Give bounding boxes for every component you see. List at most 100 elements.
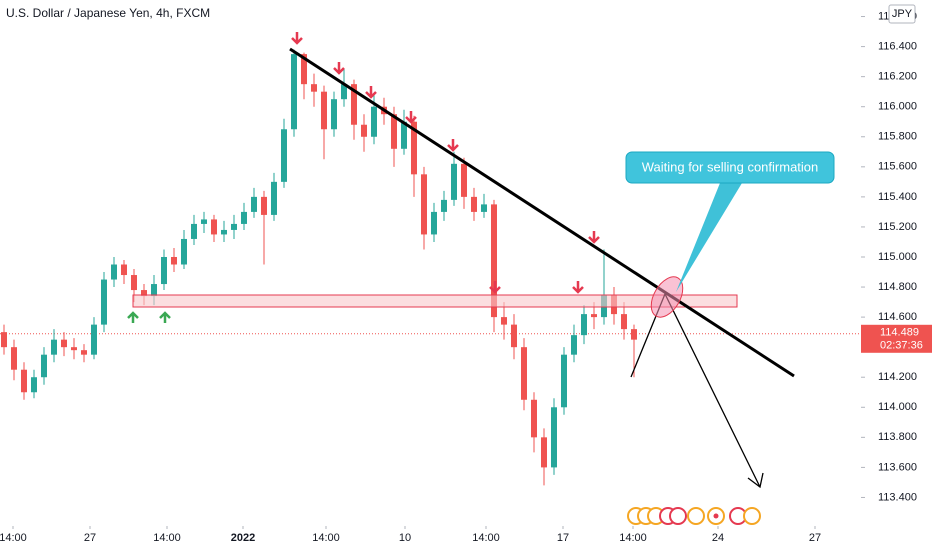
y-tick-label: 113.400 — [878, 491, 917, 503]
x-tick-label: 27 — [809, 532, 821, 544]
callout-pointer — [676, 183, 742, 292]
candle-body — [261, 196, 267, 215]
candle-body — [541, 437, 547, 468]
x-tick-label: 17 — [557, 532, 569, 544]
price-axis: 113.400 113.600 113.800 114.000 114.200 114.4… — [861, 10, 917, 503]
candle-body — [411, 121, 417, 175]
price-axis-bg — [861, 0, 932, 550]
y-tick-label: 115.400 — [878, 191, 917, 203]
candle-body — [91, 324, 97, 355]
candle-body — [201, 219, 207, 224]
y-tick-label: 116.000 — [878, 101, 917, 113]
candle-body — [351, 84, 357, 125]
green-arrows — [127, 311, 171, 323]
candle-body — [241, 211, 247, 224]
candle-body — [111, 264, 117, 280]
trend-line — [289, 47, 795, 378]
x-tick-label: 27 — [84, 532, 96, 544]
candle-body — [181, 238, 187, 265]
candle-body — [1, 332, 7, 348]
candle-body — [281, 129, 287, 182]
y-tick-label: 116.400 — [878, 40, 917, 52]
candle-body — [401, 121, 407, 149]
candle-body — [531, 399, 537, 438]
candle-body — [291, 54, 297, 130]
candle-body — [371, 106, 377, 137]
candle-body — [51, 339, 57, 355]
candle-body — [221, 229, 227, 235]
event-icons — [627, 507, 761, 525]
current-price-tag — [861, 324, 932, 353]
candle-body — [271, 181, 277, 215]
candle-body — [321, 91, 327, 130]
candle-body — [511, 324, 517, 348]
candle-body — [391, 114, 397, 149]
candle-body — [471, 196, 477, 212]
y-tick-label: 116.200 — [878, 71, 917, 83]
candle-body — [251, 196, 257, 212]
candle-body — [461, 163, 467, 197]
candle-body — [341, 84, 347, 100]
candle-body — [131, 275, 137, 291]
candle-body — [311, 84, 317, 92]
y-tick-label: 115.000 — [878, 251, 917, 263]
annotations: Waiting for selling confirmation — [127, 32, 835, 525]
y-tick-label: 114.200 — [878, 371, 917, 383]
current-price-label: 114.489 — [880, 327, 919, 339]
candle-body — [631, 329, 637, 340]
candle-body — [211, 219, 217, 235]
y-tick-label: 113.800 — [878, 431, 917, 443]
candle-body — [621, 314, 627, 330]
candle-body — [481, 204, 487, 212]
x-tick-label: 24 — [712, 532, 724, 544]
support-zone — [132, 294, 738, 308]
x-tick-label: 14:00 — [619, 532, 647, 544]
candle-body — [151, 284, 157, 297]
chart-title: U.S. Dollar / Japanese Yen, 4h, FXCM — [6, 6, 210, 20]
candle-body — [441, 199, 447, 212]
candle-body — [491, 204, 497, 318]
currency-badge — [888, 4, 916, 24]
candle-body — [31, 377, 37, 393]
candle-body — [71, 347, 77, 351]
candle-body — [41, 354, 47, 378]
arrow-head — [747, 472, 764, 489]
candle-body — [561, 354, 567, 408]
plot-area — [0, 49, 860, 486]
candle-body — [331, 99, 337, 130]
candle-body — [161, 256, 167, 285]
projection-arrow — [630, 292, 761, 488]
callout — [625, 151, 835, 184]
x-tick-label: 10 — [399, 532, 411, 544]
candle-body — [11, 347, 17, 370]
candle-body — [551, 407, 557, 468]
y-tick-label: 114.600 — [878, 311, 917, 323]
candle-body — [61, 339, 67, 348]
y-tick-label: 115.800 — [878, 131, 917, 143]
candle-body — [191, 223, 197, 239]
candle-body — [451, 163, 457, 200]
candle-body — [521, 347, 527, 400]
x-tick-label: 14:00 — [0, 532, 27, 544]
x-tick-label: 14:00 — [153, 532, 181, 544]
x-tick-label: 2022 — [231, 532, 255, 544]
candle-body — [21, 369, 27, 393]
callout-text: Waiting for selling confirmation — [642, 159, 819, 174]
candle-body — [81, 350, 87, 355]
y-tick-label: 114.800 — [878, 281, 917, 293]
y-tick-label: 115.600 — [878, 161, 917, 173]
currency: JPY — [892, 8, 913, 20]
candle-body — [361, 124, 367, 137]
candle-body — [121, 264, 127, 276]
red-arrows — [291, 32, 600, 294]
candle-body — [581, 314, 587, 336]
candle-body — [101, 279, 107, 325]
candle-body — [231, 223, 237, 230]
x-tick-label: 14:00 — [312, 532, 340, 544]
y-tick-label: 113.600 — [878, 461, 917, 473]
x-tick-label: 14:00 — [472, 532, 500, 544]
candle-body — [301, 54, 307, 85]
candle-body — [421, 174, 427, 235]
y-tick-label: 115.200 — [878, 221, 917, 233]
